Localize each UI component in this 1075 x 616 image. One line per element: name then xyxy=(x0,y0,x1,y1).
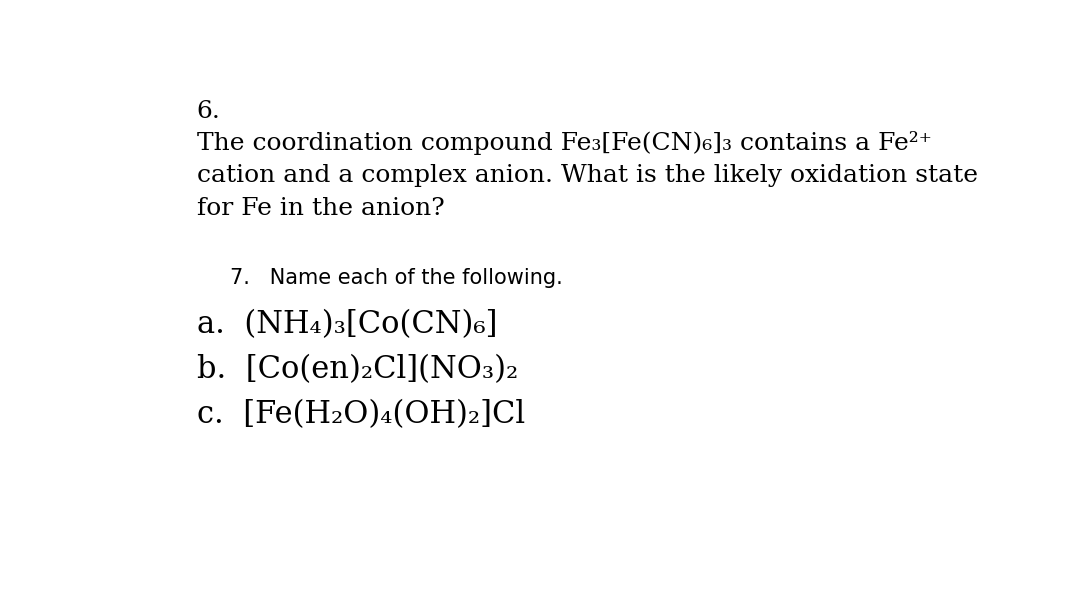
Text: 6.: 6. xyxy=(197,100,220,123)
Text: c.  [Fe(H₂O)₄(OH)₂]Cl: c. [Fe(H₂O)₄(OH)₂]Cl xyxy=(197,399,525,430)
Text: a.  (NH₄)₃[Co(CN)₆]: a. (NH₄)₃[Co(CN)₆] xyxy=(197,309,498,339)
Text: 7.   Name each of the following.: 7. Name each of the following. xyxy=(230,269,563,288)
Text: cation and a complex anion. What is the likely oxidation state: cation and a complex anion. What is the … xyxy=(197,164,978,187)
Text: The coordination compound Fe₃[Fe(CN)₆]₃ contains a Fe²⁺: The coordination compound Fe₃[Fe(CN)₆]₃ … xyxy=(197,131,932,155)
Text: b.  [Co(en)₂Cl](NO₃)₂: b. [Co(en)₂Cl](NO₃)₂ xyxy=(197,354,518,385)
Text: for Fe in the anion?: for Fe in the anion? xyxy=(197,197,445,221)
